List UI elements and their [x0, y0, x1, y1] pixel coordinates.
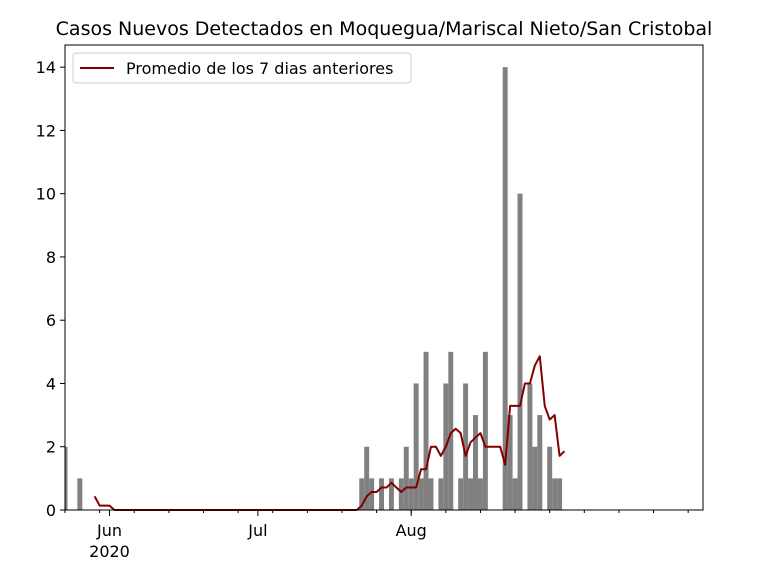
bar: [552, 478, 558, 510]
y-tick-label: 0: [46, 501, 56, 520]
bar: [507, 415, 513, 510]
y-tick-label: 2: [46, 438, 56, 457]
chart-title: Casos Nuevos Detectados en Moquegua/Mari…: [56, 18, 713, 40]
bar: [537, 415, 543, 510]
y-tick-label: 14: [36, 58, 56, 77]
bar: [473, 415, 478, 510]
legend-frame: [72, 52, 412, 84]
bar: [547, 446, 553, 510]
legend-label: Promedio de los 7 dias anteriores: [126, 59, 393, 78]
x-tick-label: Jun: [96, 521, 122, 540]
bar: [413, 383, 419, 510]
x-tick-label: Aug: [396, 521, 427, 540]
line-layer: [93, 355, 566, 511]
bar: [418, 478, 424, 510]
bar: [477, 478, 483, 510]
bar: [398, 478, 404, 510]
bar: [359, 478, 365, 510]
bar: [65, 446, 68, 510]
bar: [388, 478, 394, 510]
plot-frame: [64, 44, 704, 511]
bar: [428, 478, 434, 510]
bar: [403, 446, 409, 510]
x-tick-label: Jul: [247, 521, 267, 540]
bars-layer: [65, 67, 563, 510]
bar: [438, 478, 444, 510]
y-tick-label: 10: [36, 185, 56, 204]
bar: [512, 478, 518, 510]
bar: [517, 193, 523, 510]
bar: [527, 383, 533, 510]
bar: [458, 478, 464, 510]
bar: [408, 478, 414, 510]
bar: [532, 446, 538, 510]
y-tick-label: 8: [46, 248, 56, 267]
bar: [369, 478, 375, 510]
y-tick-label: 4: [46, 374, 56, 393]
legend: Promedio de los 7 dias anteriores: [72, 52, 412, 84]
bar: [423, 351, 429, 510]
bar: [502, 67, 508, 510]
bar: [482, 351, 488, 510]
bar: [463, 383, 469, 510]
bar: [77, 478, 83, 510]
moving-average-line: [93, 355, 566, 511]
axes-layer: 0 2 4 6 8 10 12 14 Jun 2020 Jul Aug: [36, 44, 704, 561]
bar: [379, 478, 384, 510]
y-tick-label: 6: [46, 311, 56, 330]
x-tick-year-label: 2020: [89, 542, 130, 561]
bar: [448, 351, 454, 510]
bar: [364, 446, 370, 510]
bar: [468, 478, 474, 510]
y-tick-label: 12: [36, 121, 56, 140]
bar: [557, 478, 563, 510]
